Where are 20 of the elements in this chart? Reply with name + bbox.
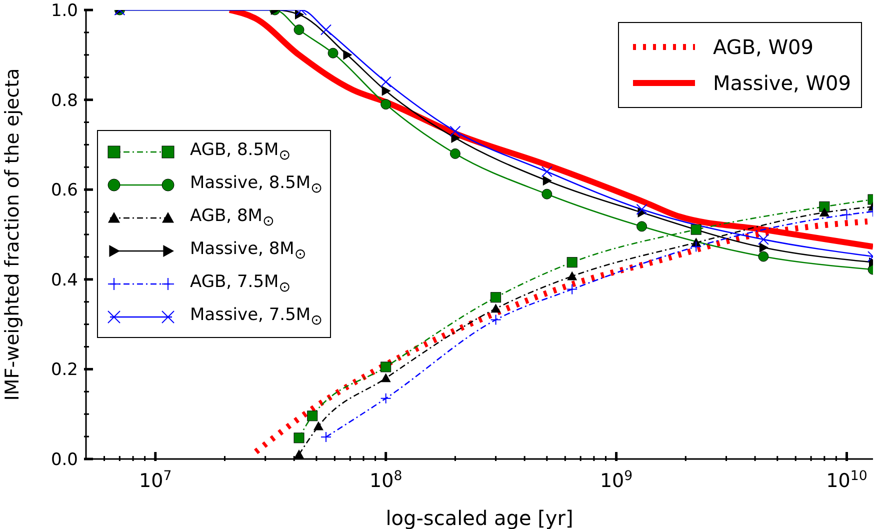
x-tick-label: 10$^{9}$	[600, 468, 633, 492]
legend-label: AGB, 8.5M$_{⊙}$	[190, 140, 291, 164]
x-axis-title: log-scaled age [yr]	[386, 506, 574, 529]
y-tick-label: 1.0	[50, 1, 78, 21]
y-tick-label: 0.6	[50, 180, 78, 201]
y-tick-label: 0.8	[50, 90, 78, 111]
legend-label: AGB, 7.5M$_{⊙}$	[190, 272, 291, 296]
y-tick-label: 0.0	[50, 450, 78, 470]
legend-label: Massive, 7.5M$_{⊙}$	[190, 304, 322, 328]
x-tick-label: 10$^{7}$	[139, 468, 172, 492]
y-tick-label: 0.2	[50, 360, 78, 380]
legend-label: Massive, W09	[713, 71, 851, 95]
legend-label: Massive, 8M$_{⊙}$	[190, 238, 306, 262]
legend-label: AGB, W09	[713, 35, 814, 59]
x-tick-label: 10$^{10}$	[826, 468, 868, 492]
legend-label: AGB, 8M$_{⊙}$	[190, 206, 274, 230]
legend-label: Massive, 8.5M$_{⊙}$	[190, 172, 322, 196]
y-tick-label: 0.4	[50, 270, 78, 290]
y-axis-title: IMF-weighted fraction of the ejecta	[2, 68, 24, 401]
x-tick-label: 10$^{8}$	[370, 468, 402, 492]
